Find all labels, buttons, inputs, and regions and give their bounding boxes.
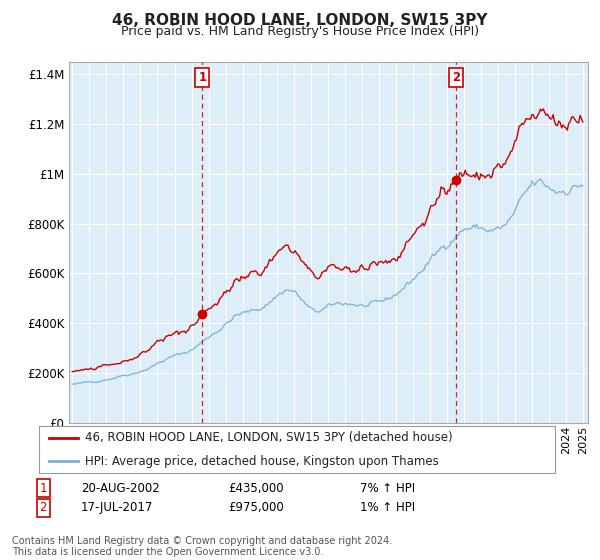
Text: 46, ROBIN HOOD LANE, LONDON, SW15 3PY (detached house): 46, ROBIN HOOD LANE, LONDON, SW15 3PY (d… [85,431,453,444]
Text: 2: 2 [452,71,460,83]
Text: 1% ↑ HPI: 1% ↑ HPI [360,501,415,515]
Text: 1: 1 [198,71,206,83]
Text: 1: 1 [40,482,47,495]
Text: 2: 2 [40,501,47,515]
Text: 7% ↑ HPI: 7% ↑ HPI [360,482,415,495]
Text: 17-JUL-2017: 17-JUL-2017 [81,501,154,515]
Text: £435,000: £435,000 [228,482,284,495]
Text: Contains HM Land Registry data © Crown copyright and database right 2024.
This d: Contains HM Land Registry data © Crown c… [12,535,392,557]
Text: £975,000: £975,000 [228,501,284,515]
Text: 20-AUG-2002: 20-AUG-2002 [81,482,160,495]
Text: Price paid vs. HM Land Registry's House Price Index (HPI): Price paid vs. HM Land Registry's House … [121,25,479,38]
Text: 46, ROBIN HOOD LANE, LONDON, SW15 3PY: 46, ROBIN HOOD LANE, LONDON, SW15 3PY [112,13,488,28]
Text: HPI: Average price, detached house, Kingston upon Thames: HPI: Average price, detached house, King… [85,455,439,468]
